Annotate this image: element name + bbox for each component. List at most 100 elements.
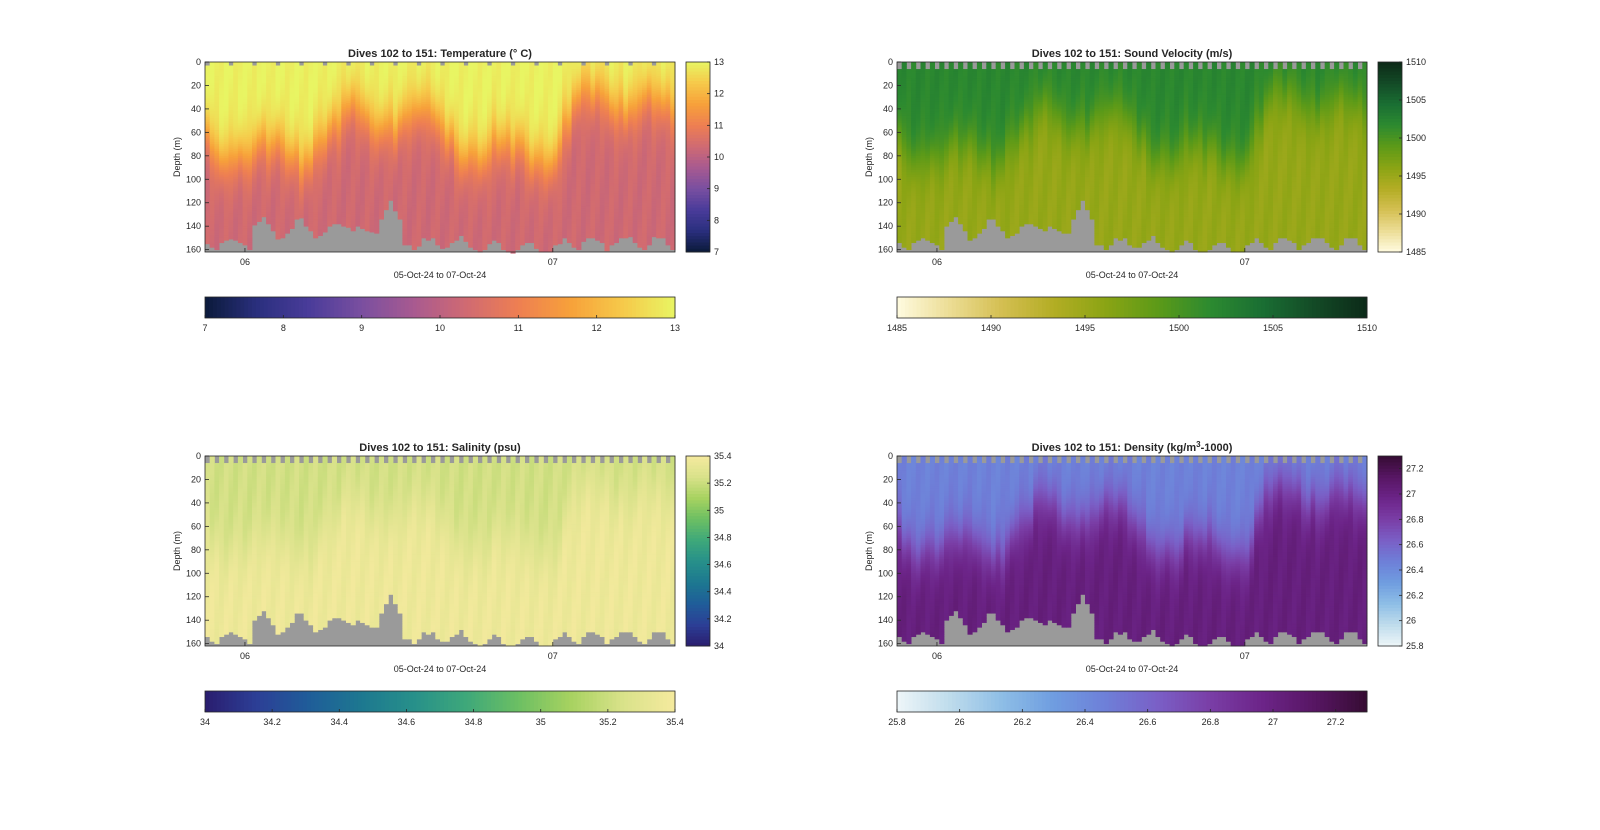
heatmap-cell bbox=[237, 148, 243, 152]
heatmap-cell bbox=[294, 144, 300, 147]
heatmap-cell bbox=[266, 186, 272, 190]
heatmap-cell bbox=[421, 228, 427, 232]
heatmap-cell bbox=[242, 137, 248, 140]
heatmap-cell bbox=[219, 106, 225, 110]
heatmap-cell bbox=[458, 134, 464, 138]
heatmap-cell bbox=[378, 71, 384, 75]
heatmap-cell bbox=[313, 122, 319, 126]
heatmap-cell bbox=[454, 198, 460, 201]
heatmap-cell bbox=[496, 125, 502, 129]
heatmap-cell bbox=[228, 74, 234, 78]
heatmap-cell bbox=[223, 139, 229, 143]
heatmap-cell bbox=[308, 228, 314, 232]
heatmap-cell bbox=[482, 144, 488, 147]
heatmap-cell bbox=[393, 74, 399, 78]
heatmap-cell bbox=[416, 187, 422, 191]
heatmap-cell bbox=[444, 97, 450, 100]
heatmap-cell bbox=[284, 90, 290, 93]
heatmap-cell bbox=[289, 108, 295, 112]
heatmap-cell bbox=[336, 153, 342, 157]
heatmap-cell bbox=[242, 223, 248, 227]
heatmap-cell bbox=[477, 242, 483, 246]
heatmap-cell bbox=[327, 73, 333, 77]
heatmap-cell bbox=[308, 219, 314, 222]
heatmap-cell bbox=[505, 78, 511, 82]
heatmap-cell bbox=[247, 247, 253, 251]
heatmap-cell bbox=[360, 113, 366, 117]
heatmap-cell bbox=[261, 188, 267, 192]
heatmap-cell bbox=[369, 180, 375, 184]
heatmap-cell bbox=[247, 202, 253, 206]
heatmap-cell bbox=[280, 205, 286, 208]
heatmap-cell bbox=[407, 151, 413, 154]
heatmap-cell bbox=[369, 65, 375, 69]
heatmap-cell bbox=[209, 66, 215, 70]
heatmap-cell bbox=[209, 228, 215, 232]
heatmap-cell bbox=[444, 176, 450, 180]
heatmap-cell bbox=[317, 183, 323, 187]
heatmap-cell bbox=[449, 125, 455, 129]
heatmap-cell bbox=[219, 186, 225, 190]
heatmap-cell bbox=[435, 235, 441, 239]
heatmap-cell bbox=[444, 134, 450, 138]
heatmap-cell bbox=[482, 83, 488, 86]
heatmap-cell bbox=[237, 94, 243, 98]
heatmap-cell bbox=[369, 128, 375, 132]
heatmap-cell bbox=[458, 80, 464, 84]
heatmap-cell bbox=[435, 198, 441, 201]
heatmap-cell bbox=[369, 119, 375, 123]
heatmap-cell bbox=[397, 90, 403, 93]
heatmap-cell bbox=[317, 228, 323, 232]
heatmap-cell bbox=[374, 62, 380, 65]
heatmap-cell bbox=[242, 120, 248, 124]
heatmap-cell bbox=[487, 121, 493, 125]
heatmap-cell bbox=[416, 229, 422, 233]
heatmap-cell bbox=[519, 113, 525, 117]
heatmap-cell bbox=[501, 113, 507, 117]
heatmap-cell bbox=[223, 237, 229, 241]
heatmap-cell bbox=[449, 146, 455, 150]
heatmap-cell bbox=[454, 202, 460, 206]
heatmap-cell bbox=[205, 114, 211, 118]
heatmap-cell bbox=[374, 193, 380, 197]
heatmap-cell bbox=[374, 146, 380, 150]
heatmap-cell bbox=[378, 174, 384, 178]
heatmap-cell bbox=[313, 66, 319, 70]
heatmap-cell bbox=[487, 86, 493, 90]
heatmap-cell bbox=[374, 148, 380, 152]
heatmap-cell bbox=[482, 235, 488, 239]
heatmap-cell bbox=[421, 151, 427, 154]
heatmap-cell bbox=[496, 200, 502, 204]
heatmap-cell bbox=[350, 97, 356, 100]
heatmap-cell bbox=[214, 80, 220, 84]
heatmap-cell bbox=[364, 122, 370, 126]
heatmap-cell bbox=[505, 111, 511, 115]
heatmap-cell bbox=[458, 153, 464, 157]
heatmap-cell bbox=[472, 66, 478, 70]
heatmap-cell bbox=[209, 223, 215, 227]
heatmap-cell bbox=[505, 193, 511, 197]
heatmap-cell bbox=[270, 80, 276, 84]
heatmap-cell bbox=[510, 222, 516, 226]
heatmap-cell bbox=[280, 198, 286, 201]
heatmap-cell bbox=[336, 176, 342, 180]
heatmap-cell bbox=[228, 110, 234, 113]
heatmap-cell bbox=[360, 221, 366, 225]
heatmap-cell bbox=[482, 219, 488, 222]
heatmap-cell bbox=[294, 83, 300, 86]
heatmap-cell bbox=[322, 88, 328, 92]
heatmap-cell bbox=[228, 213, 234, 217]
heatmap-cell bbox=[463, 88, 469, 92]
heatmap-cell bbox=[331, 132, 337, 136]
heatmap-cell bbox=[313, 99, 319, 103]
heatmap-cell bbox=[472, 146, 478, 150]
heatmap-cell bbox=[341, 76, 347, 79]
heatmap-cell bbox=[242, 228, 248, 232]
heatmap-cell bbox=[233, 200, 239, 204]
heatmap-cell bbox=[270, 69, 276, 72]
heatmap-cell bbox=[411, 101, 417, 105]
heatmap-cell bbox=[501, 108, 507, 112]
heatmap-cell bbox=[519, 139, 525, 143]
heatmap-cell bbox=[496, 115, 502, 119]
heatmap-cell bbox=[378, 130, 384, 133]
